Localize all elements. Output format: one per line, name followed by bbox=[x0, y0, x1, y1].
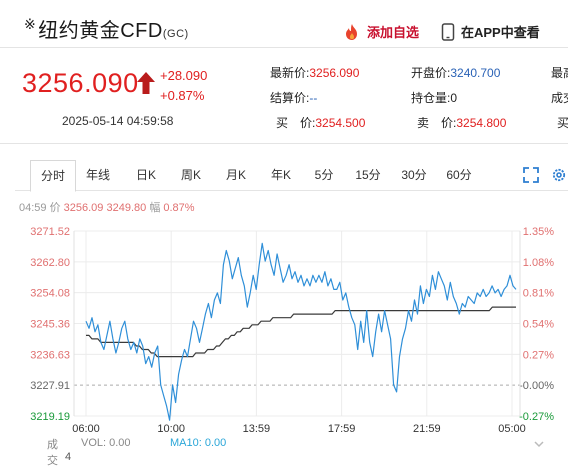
y-tick-label-right: 0.81% bbox=[523, 288, 554, 300]
tab-daily-k[interactable]: 日K bbox=[135, 168, 156, 182]
x-tick-label: 13:59 bbox=[243, 423, 271, 435]
up-arrow-icon bbox=[137, 72, 155, 94]
add-watchlist-button[interactable]: 添加自选 bbox=[343, 22, 419, 41]
y-tick-label-right: 1.08% bbox=[523, 257, 554, 269]
info-amp-label: 幅 bbox=[149, 202, 161, 214]
quote-field-settle: 结算价:-- bbox=[270, 91, 318, 105]
y-tick-label-left: 3227.91 bbox=[30, 380, 70, 392]
tab-yearly-k[interactable]: 年K bbox=[270, 168, 291, 182]
crosshair-info: 04:59 价 3256.09 3249.80 幅 0.87% bbox=[19, 199, 195, 215]
flame-icon bbox=[346, 23, 357, 40]
x-tick-label: 05:00 bbox=[498, 423, 526, 435]
info-avg: 3249.80 bbox=[106, 202, 147, 214]
last-price: 3256.090 bbox=[22, 68, 139, 98]
average-price-line bbox=[86, 306, 516, 358]
tab-30min[interactable]: 30分 bbox=[401, 168, 427, 182]
info-amp: 0.87% bbox=[163, 202, 195, 214]
star-icon: ※ bbox=[24, 16, 37, 32]
y-tick-label-right: 1.35% bbox=[523, 226, 554, 238]
header: ※ 纽约黄金CFD(GC) 添加自选 在APP中查看 bbox=[0, 0, 568, 48]
quote-field-volume: 成交 bbox=[551, 91, 568, 105]
change-value: +28.090 bbox=[160, 68, 208, 83]
y-tick-label-left: 3236.63 bbox=[30, 349, 70, 361]
quote-field-high: 最高 bbox=[551, 66, 568, 80]
intraday-chart[interactable]: 3271.52 1.35% 3262.80 1.08% 3254.08 0.81% 3245… bbox=[0, 218, 568, 436]
y-tick-label-right: 0.27% bbox=[523, 349, 554, 361]
y-tick-label-right: -0.00% bbox=[519, 380, 554, 392]
collapse-icon[interactable] bbox=[533, 439, 545, 449]
quote-timestamp: 2025-05-14 04:59:58 bbox=[62, 114, 174, 128]
volume-sub: 4 bbox=[65, 451, 72, 463]
title-text: 纽约黄金CFD bbox=[38, 20, 163, 42]
y-tick-label-left: 3219.19 bbox=[30, 411, 70, 423]
vol-value: VOL: 0.00 bbox=[81, 437, 131, 449]
x-tick-label: 21:59 bbox=[413, 423, 441, 435]
price-change: +28.090 +0.87% bbox=[160, 66, 207, 106]
price-line bbox=[85, 242, 517, 421]
y-tick-label-left: 3271.52 bbox=[30, 226, 70, 238]
x-tick-label: 10:00 bbox=[157, 423, 185, 435]
page-title: ※ 纽约黄金CFD(GC) bbox=[24, 14, 189, 43]
divider bbox=[0, 47, 568, 48]
open-app-button[interactable]: 在APP中查看 bbox=[441, 22, 540, 41]
phone-icon bbox=[441, 22, 455, 41]
volume-label: 成交 bbox=[47, 439, 58, 467]
quote-field-open: 开盘价:3240.700 bbox=[411, 66, 501, 80]
y-tick-label-left: 3254.08 bbox=[30, 288, 70, 300]
y-tick-label-right: -0.27% bbox=[519, 411, 554, 423]
x-tick-label: 17:59 bbox=[328, 423, 356, 435]
ma10-value: MA10: 0.00 bbox=[170, 437, 227, 449]
tab-60min[interactable]: 60分 bbox=[446, 168, 472, 182]
open-app-label: 在APP中查看 bbox=[461, 25, 540, 40]
title-code: (GC) bbox=[162, 28, 189, 40]
fullscreen-icon[interactable] bbox=[522, 166, 540, 184]
tab-5min[interactable]: 5分 bbox=[314, 168, 334, 182]
y-tick-label-left: 3262.80 bbox=[30, 257, 70, 269]
quote-field-buy: 买 bbox=[557, 116, 568, 130]
info-price-label: 价 bbox=[49, 202, 61, 214]
tab-year-line[interactable]: 年线 bbox=[85, 168, 110, 182]
divider bbox=[0, 143, 568, 144]
y-tick-label-right: 0.54% bbox=[523, 319, 554, 331]
tab-weekly-k[interactable]: 周K bbox=[180, 168, 201, 182]
y-tick-label-left: 3245.36 bbox=[30, 319, 70, 331]
info-time: 04:59 bbox=[19, 202, 47, 214]
quote-field-ask: 卖 价:3254.800 bbox=[417, 116, 507, 130]
change-percent: +0.87% bbox=[160, 88, 205, 103]
x-tick-label: 06:00 bbox=[72, 423, 100, 435]
tab-intraday[interactable]: 分时 bbox=[30, 160, 76, 192]
quote-field-bid: 买 价:3254.500 bbox=[276, 116, 366, 130]
quote-field-latest: 最新价:3256.090 bbox=[270, 66, 360, 80]
add-watchlist-label: 添加自选 bbox=[367, 25, 420, 40]
quote-field-open-interest: 持仓量:0 bbox=[411, 91, 458, 105]
tab-15min[interactable]: 15分 bbox=[355, 168, 381, 182]
tab-monthly-k[interactable]: 月K bbox=[225, 168, 246, 182]
settings-gear-icon[interactable] bbox=[550, 166, 568, 184]
period-tabs: 分时 年线 日K 周K 月K 年K 5分 15分 30分 60分 bbox=[15, 160, 568, 192]
info-price: 3256.09 bbox=[63, 202, 104, 214]
